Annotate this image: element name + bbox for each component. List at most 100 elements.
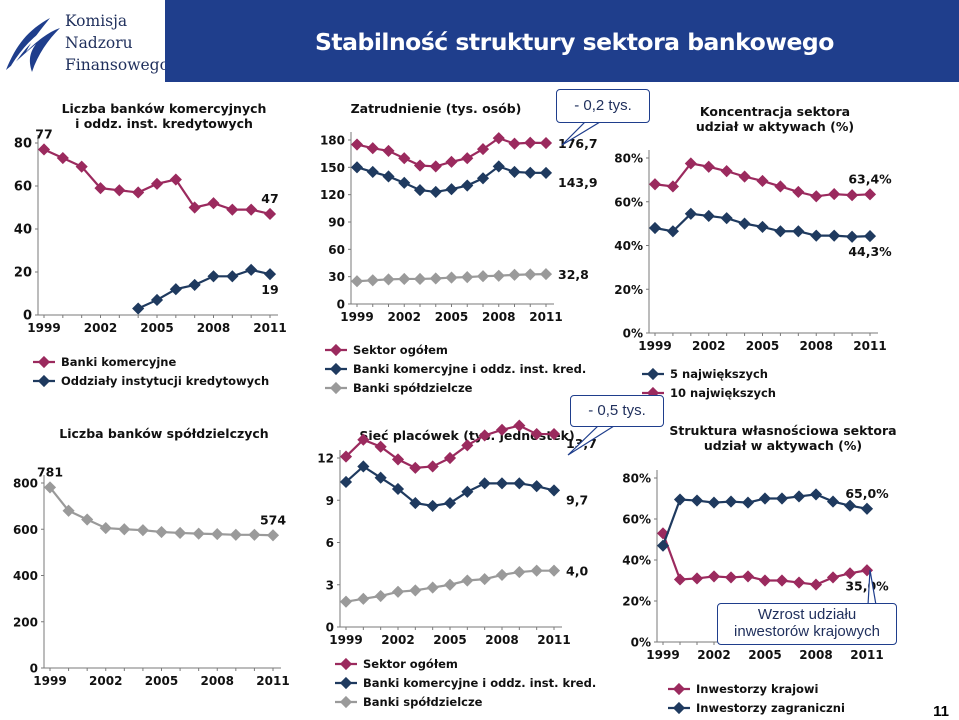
commercial_banks-series-1-point bbox=[188, 201, 201, 214]
concentration-x-tick-label: 2008 bbox=[800, 339, 833, 353]
commercial_banks-y-tick-label: 80 bbox=[14, 137, 32, 152]
employment-series-1-point bbox=[461, 152, 474, 165]
ownership-legend-entry: Inwestorzy zagraniczni bbox=[696, 701, 845, 715]
ownership-series-1-point bbox=[741, 570, 755, 583]
ownership-data-label: 35,0% bbox=[845, 578, 889, 593]
commercial_banks-series-2-point bbox=[245, 263, 258, 276]
concentration-series-1-point bbox=[792, 225, 805, 238]
branches-series-3-point bbox=[461, 574, 474, 587]
branches-series-2-point bbox=[530, 480, 543, 493]
employment-legend-swatch-marker bbox=[329, 343, 343, 357]
concentration-series-2-point bbox=[720, 165, 733, 178]
ownership-series-1-point bbox=[809, 578, 823, 591]
branches-y-tick-label: 9 bbox=[326, 494, 334, 508]
concentration-series-1-point bbox=[684, 207, 697, 220]
concentration-series-2-point bbox=[648, 178, 662, 191]
concentration-series-1-point bbox=[720, 212, 733, 225]
commercial_banks-legend-entry: Banki komercyjne bbox=[61, 355, 176, 369]
concentration-x-tick-label: 2005 bbox=[746, 339, 779, 353]
commercial_banks-series-2-point bbox=[207, 270, 220, 283]
commercial_banks-series-1-point bbox=[207, 197, 220, 210]
branches-series-1-point bbox=[374, 440, 387, 453]
employment-series-2-point bbox=[413, 184, 427, 197]
ownership-series-1-point bbox=[673, 573, 687, 586]
branches-data-label: 9,7 bbox=[566, 492, 588, 507]
branches-series-2-point bbox=[478, 477, 491, 490]
domestic-growth-callout: Wzrost udziału inwestorów krajowych bbox=[717, 603, 897, 645]
employment-legend-swatch-marker bbox=[329, 362, 343, 376]
employment-series-3-point bbox=[398, 272, 411, 286]
employment-y-tick-label: 30 bbox=[328, 270, 345, 284]
employment-series-2-point bbox=[492, 160, 505, 173]
employment-series-3-point bbox=[366, 274, 379, 287]
ownership-series-2-point bbox=[775, 492, 789, 505]
branches-series-3-point bbox=[339, 595, 353, 608]
commercial_banks-series-1-point bbox=[132, 186, 145, 199]
concentration-series-1-point bbox=[774, 225, 787, 238]
commercial_banks-series-2-point bbox=[188, 278, 201, 291]
ownership-series-1-point bbox=[775, 574, 789, 587]
concentration-x-tick-label: 2002 bbox=[692, 339, 725, 353]
branches-series-1-point bbox=[495, 423, 509, 436]
employment-y-tick-label: 60 bbox=[328, 243, 345, 257]
concentration-legend-swatch-marker bbox=[646, 367, 660, 381]
commercial_banks-x-tick-label: 2002 bbox=[84, 321, 117, 335]
employment-series-3-point bbox=[413, 272, 427, 286]
commercial_banks-series-1-point bbox=[94, 182, 107, 195]
employment-y-tick-label: 150 bbox=[320, 161, 345, 175]
ownership-y-tick-label: 0% bbox=[631, 636, 651, 650]
employment-change-text: - 0,2 tys. bbox=[574, 97, 632, 114]
cooperative_banks-series-1-point bbox=[192, 527, 205, 540]
employment-series-2-point bbox=[508, 165, 521, 178]
employment-legend-entry: Banki spółdzielcze bbox=[353, 381, 473, 395]
employment-series-2-point bbox=[366, 165, 379, 178]
commercial_banks-series-1-point bbox=[150, 177, 164, 190]
ownership-legend-swatch-marker bbox=[672, 682, 686, 696]
branches-series-3-point bbox=[443, 578, 457, 591]
employment-x-tick-label: 2002 bbox=[388, 310, 421, 324]
employment-series-2-point bbox=[429, 185, 442, 198]
ownership-x-tick-label: 2002 bbox=[697, 648, 730, 662]
branches-series-1-point bbox=[391, 453, 405, 466]
commercial_banks-title-line-1: Liczba banków komercyjnych bbox=[62, 101, 267, 116]
branches-series-3-point bbox=[374, 589, 387, 603]
cooperative_banks-y-tick-label: 0 bbox=[30, 662, 38, 676]
ownership-series-2-point bbox=[707, 496, 721, 509]
ownership-title-line-2: udział w aktywach (%) bbox=[704, 438, 862, 453]
concentration-series-2-point bbox=[810, 190, 823, 203]
title-banner: Stabilność struktury sektora bankowego bbox=[165, 0, 959, 82]
branches-change-callout: - 0,5 tys. bbox=[570, 395, 664, 427]
employment-series-3-point bbox=[476, 270, 490, 283]
ownership-series-1-point bbox=[707, 570, 721, 583]
commercial_banks-x-tick-label: 1999 bbox=[27, 321, 60, 335]
cooperative_banks-data-label: 781 bbox=[37, 464, 63, 479]
ownership-series-1-point bbox=[792, 576, 806, 589]
commercial_banks-series-1-point bbox=[37, 143, 51, 156]
employment-series-3-point bbox=[382, 273, 395, 286]
branches-series-2-point bbox=[374, 471, 387, 484]
ownership-title-line-1: Struktura własnościowa sektora bbox=[669, 423, 896, 438]
branches-series-1-point bbox=[478, 429, 491, 442]
concentration-series-2-point bbox=[666, 180, 679, 193]
ownership-series-2-point bbox=[843, 499, 857, 512]
ownership-series-2-point bbox=[724, 495, 738, 508]
commercial_banks-series-1-point bbox=[245, 203, 258, 216]
concentration-series-2-point bbox=[863, 188, 877, 201]
concentration-series-2-point bbox=[702, 160, 715, 173]
cooperative_banks-data-label: 574 bbox=[260, 512, 286, 527]
commercial_banks-series-2-point bbox=[263, 268, 277, 281]
employment-series-2-point bbox=[382, 170, 395, 183]
commercial_banks-x-tick-label: 2008 bbox=[197, 321, 230, 335]
employment-y-tick-label: 90 bbox=[328, 216, 345, 230]
ownership-series-2-point bbox=[792, 490, 806, 503]
commercial_banks-legend-swatch-marker bbox=[37, 355, 51, 369]
branches-series-1-point bbox=[530, 427, 543, 441]
employment-series-3-point bbox=[429, 272, 442, 285]
ownership-series-1-point bbox=[843, 567, 857, 580]
employment-change-callout: - 0,2 tys. bbox=[556, 89, 650, 123]
branches-title-line-1: Sieć placówek (tys. jednostek) bbox=[359, 428, 574, 443]
cooperative_banks-series-1-point bbox=[248, 528, 261, 541]
commercial_banks-legend-entry: Oddziały instytucji kredytowych bbox=[61, 374, 269, 388]
concentration-series-1-point bbox=[648, 221, 662, 235]
